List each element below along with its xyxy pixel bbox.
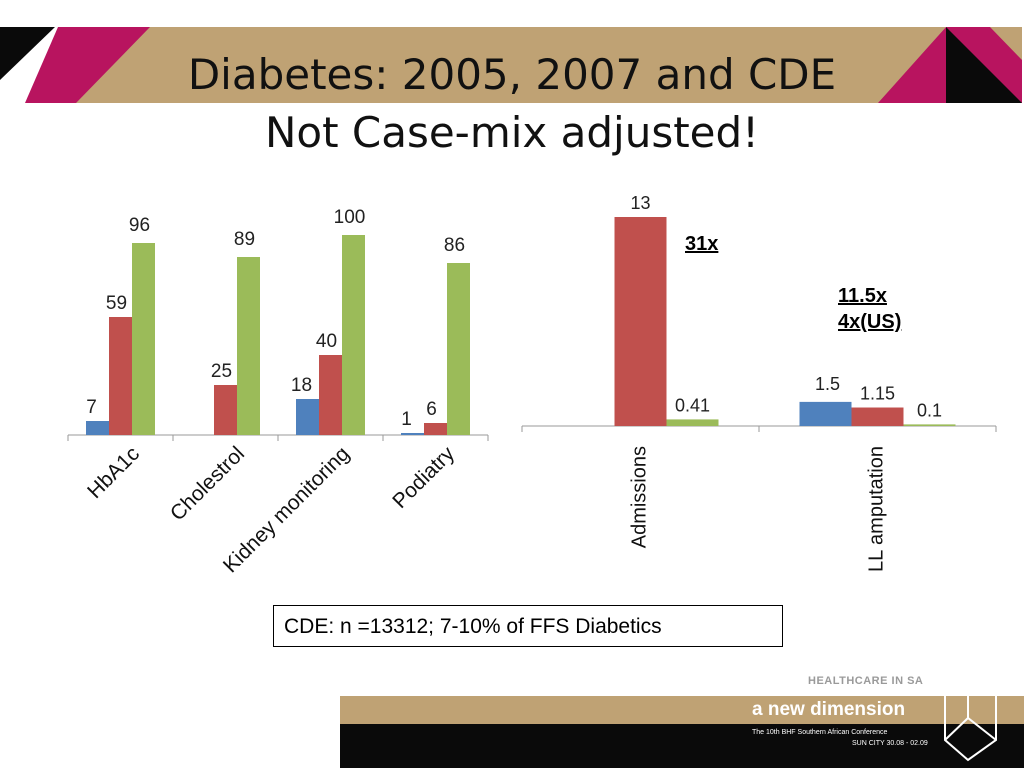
data-label-ll-amputation-series-1: 1.5 xyxy=(815,374,840,394)
annotation-4x-us: 4x(US) xyxy=(838,311,902,333)
footer-conference: The 10th BHF Southern African Conference xyxy=(752,729,888,736)
annotation-31x: 31x xyxy=(685,233,719,255)
category-label-podiatry: Podiatry xyxy=(388,442,459,513)
bar-hba1c-series-1 xyxy=(86,421,109,435)
footer-gold-band xyxy=(340,696,1024,724)
bar-kidney-monitoring-series-1 xyxy=(296,399,319,435)
category-label-cholestrol: Cholestrol xyxy=(166,442,249,525)
bar-cholestrol-series-3 xyxy=(237,257,260,435)
bar-cholestrol-series-2 xyxy=(214,385,237,435)
annotation-11-5x: 11.5x xyxy=(838,285,887,307)
header-left-magenta-stripe xyxy=(25,27,150,103)
data-label-hba1c-series-1: 7 xyxy=(86,397,97,418)
bar-hba1c-series-3 xyxy=(132,243,155,435)
data-label-hba1c-series-2: 59 xyxy=(106,293,127,314)
data-label-admissions-series-2: 13 xyxy=(630,193,650,213)
header-right-black-triangle xyxy=(946,27,1022,103)
footer-black-band xyxy=(340,724,1024,768)
data-label-cholestrol-series-3: 89 xyxy=(234,229,255,250)
footer-venue: SUN CITY 30.08 - 02.09 xyxy=(852,740,928,747)
data-label-podiatry-series-2: 6 xyxy=(426,399,437,420)
category-label-ll-amputation: LL amputation xyxy=(866,446,888,572)
data-label-ll-amputation-series-3: 0.1 xyxy=(917,400,942,420)
data-label-kidney-monitoring-series-1: 18 xyxy=(291,375,312,396)
slide-subtitle: Not Case-mix adjusted! xyxy=(264,108,760,157)
header-left-black-triangle xyxy=(0,27,55,80)
category-label-hba1c: HbA1c xyxy=(83,442,144,503)
bar-podiatry-series-1 xyxy=(401,433,424,435)
bar-kidney-monitoring-series-3 xyxy=(342,235,365,435)
footer-emblem-icon xyxy=(944,667,997,762)
data-label-podiatry-series-1: 1 xyxy=(401,409,412,430)
category-label-admissions: Admissions xyxy=(629,446,651,548)
header-right-gold-corner xyxy=(990,27,1022,60)
bar-admissions-series-2 xyxy=(614,217,667,426)
footer-tagline: HEALTHCARE IN SA xyxy=(808,675,924,687)
bar-hba1c-series-2 xyxy=(109,317,132,435)
slide-title: Diabetes: 2005, 2007 and CDE xyxy=(187,50,837,99)
bar-kidney-monitoring-series-2 xyxy=(319,355,342,435)
data-label-podiatry-series-3: 86 xyxy=(444,235,465,256)
bar-ll-amputation-series-2 xyxy=(851,407,904,426)
footer-brand: a new dimension xyxy=(752,699,906,720)
data-label-cholestrol-series-2: 25 xyxy=(211,361,232,382)
data-label-kidney-monitoring-series-3: 100 xyxy=(334,207,366,228)
bar-ll-amputation-series-3 xyxy=(903,424,956,426)
bar-podiatry-series-3 xyxy=(447,263,470,435)
bar-podiatry-series-2 xyxy=(424,423,447,435)
note-box: CDE: n =13312; 7-10% of FFS Diabetics xyxy=(273,605,783,647)
data-label-hba1c-series-3: 96 xyxy=(129,215,150,236)
bar-admissions-series-3 xyxy=(666,419,719,426)
data-label-ll-amputation-series-2: 1.15 xyxy=(860,384,895,404)
data-label-admissions-series-3: 0.41 xyxy=(675,395,710,415)
bar-ll-amputation-series-1 xyxy=(799,401,852,426)
chart-right: 13 0.41 Admissions 1.5 1.15 0.1 LL amputation xyxy=(521,193,997,572)
header-gold-band xyxy=(50,27,946,103)
data-label-kidney-monitoring-series-2: 40 xyxy=(316,331,337,352)
